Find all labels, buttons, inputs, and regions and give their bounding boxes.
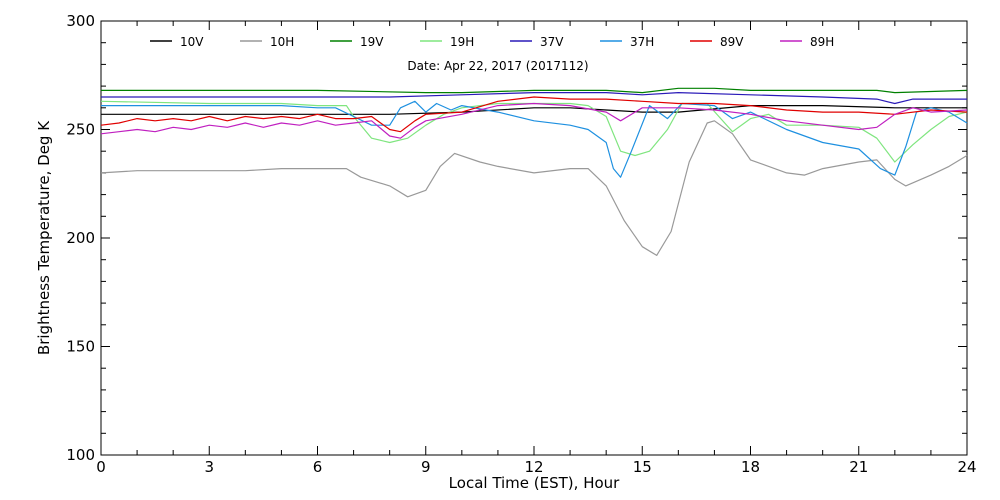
y-tick-label: 150 xyxy=(66,338,95,356)
legend-label-19v: 19V xyxy=(360,35,384,49)
legend-label-89h: 89H xyxy=(810,35,834,49)
series-line-37v xyxy=(101,92,967,105)
x-tick-label: 6 xyxy=(313,458,323,476)
legend-label-10h: 10H xyxy=(270,35,294,49)
legend-label-37h: 37H xyxy=(630,35,654,49)
legend: 10V 10H 19V 19H 37V 37H 89V 89H xyxy=(150,35,834,49)
x-tick-label: 0 xyxy=(96,458,106,476)
x-tick-label: 24 xyxy=(957,458,976,476)
x-axis-label: Local Time (EST), Hour xyxy=(449,474,620,492)
series-layer xyxy=(100,87,968,256)
series-line-19h xyxy=(100,100,968,163)
legend-label-10v: 10V xyxy=(180,35,204,49)
chart-subtitle: Date: Apr 22, 2017 (2017112) xyxy=(407,59,588,73)
legend-label-19h: 19H xyxy=(450,35,474,49)
x-tick-label: 3 xyxy=(204,458,214,476)
plot-frame xyxy=(100,20,968,456)
series-line-10h xyxy=(100,120,968,256)
series-line-19v xyxy=(101,87,968,94)
x-tick-label: 15 xyxy=(633,458,652,476)
series-line-89h xyxy=(100,102,968,139)
legend-label-89v: 89V xyxy=(720,35,744,49)
x-tick-label: 12 xyxy=(524,458,543,476)
y-tick-label: 250 xyxy=(66,121,95,139)
legend-label-37v: 37V xyxy=(540,35,564,49)
y-tick-label: 100 xyxy=(66,446,95,464)
series-line-37h xyxy=(101,100,968,178)
y-tick-label: 200 xyxy=(66,229,95,247)
y-axis-label: Brightness Temperature, Deg K xyxy=(35,120,53,355)
x-tick-label: 21 xyxy=(849,458,868,476)
y-tick-label: 300 xyxy=(66,12,95,30)
x-tick-label: 9 xyxy=(421,458,431,476)
series-line-10v xyxy=(101,105,967,115)
x-tick-label: 18 xyxy=(741,458,760,476)
series-line-89v xyxy=(100,96,968,133)
plot-area: 0 3 6 9 12 15 18 21 24 100 150 200 250 300 xyxy=(66,12,976,476)
